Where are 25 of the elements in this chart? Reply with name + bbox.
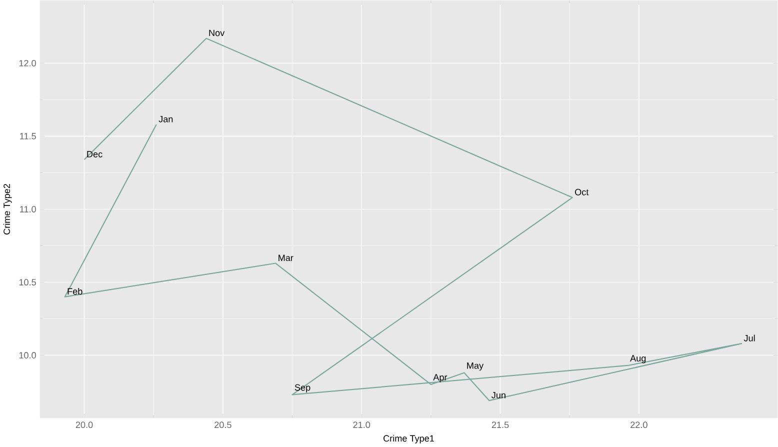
y-tick-label: 11.5 xyxy=(20,133,36,140)
annotation: Feb xyxy=(68,288,82,295)
annotation: Mar xyxy=(278,254,294,262)
annotation: Nov xyxy=(209,30,225,36)
x-tick-label: 21.0 xyxy=(353,422,370,428)
x-tick-label: 20.5 xyxy=(214,422,232,428)
y-tick-label: 10.5 xyxy=(19,279,36,286)
x-axis-title: Crime Type1 xyxy=(384,435,434,444)
annotation: Apr xyxy=(433,374,448,382)
line-series xyxy=(64,38,742,402)
x-tick-label: 21.5 xyxy=(492,422,509,428)
y-tick-label: 12.0 xyxy=(19,60,36,67)
annotation: Jan xyxy=(158,116,173,122)
annotation: Dec xyxy=(87,151,102,158)
annotation: Sep xyxy=(294,384,310,393)
annotation: May xyxy=(467,362,484,371)
x-tick-label: 20.0 xyxy=(76,422,93,428)
y-tick-label: 11.0 xyxy=(20,206,36,213)
x-tick-label: 22.0 xyxy=(630,422,648,428)
annotation: Jul xyxy=(744,334,755,342)
y-axis-title: Crime Type2 xyxy=(3,184,12,235)
annotation: Aug xyxy=(630,355,646,364)
annotation: Oct xyxy=(575,189,589,196)
annotation: Jun xyxy=(492,392,506,398)
y-tick-label: 10.0 xyxy=(19,352,36,359)
